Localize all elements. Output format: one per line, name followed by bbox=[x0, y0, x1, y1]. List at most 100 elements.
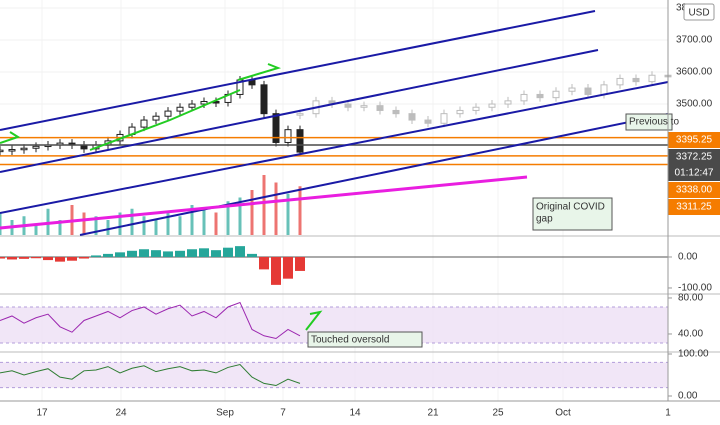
candle bbox=[296, 129, 304, 153]
histogram-bar bbox=[295, 256, 305, 271]
candle bbox=[392, 109, 400, 115]
histogram-bar bbox=[235, 246, 245, 257]
volume-bar bbox=[58, 220, 62, 235]
candle bbox=[344, 103, 352, 108]
y-tick-label: -100.00 bbox=[678, 283, 712, 294]
y-tick-label: 0.00 bbox=[678, 252, 698, 263]
candle bbox=[176, 106, 184, 112]
histogram-bar bbox=[187, 249, 197, 257]
y-tick-label: 0.00 bbox=[678, 391, 698, 402]
candle bbox=[632, 77, 640, 83]
candle bbox=[552, 90, 560, 99]
note: Touched oversold bbox=[311, 335, 389, 346]
candle bbox=[584, 87, 592, 95]
volume-bar bbox=[298, 186, 302, 235]
price-label: 3395.25 bbox=[676, 135, 713, 146]
channel-line bbox=[0, 81, 669, 214]
currency-badge bbox=[683, 3, 715, 21]
histogram-bar bbox=[31, 256, 41, 259]
volume-bar bbox=[238, 197, 242, 235]
price-label: 3338.00 bbox=[676, 185, 713, 196]
histogram-bar bbox=[259, 256, 269, 270]
volume-bar bbox=[226, 201, 230, 235]
candle bbox=[152, 115, 160, 121]
histogram-bar bbox=[211, 250, 221, 257]
volume-bar bbox=[190, 205, 194, 235]
histogram-bar bbox=[199, 248, 209, 257]
annotations: Previous to Original COVID gap Touched o… bbox=[307, 113, 679, 348]
note: Original COVID bbox=[536, 202, 605, 213]
volume-bar bbox=[34, 223, 38, 235]
price-label-box bbox=[668, 199, 720, 215]
price-label-box bbox=[668, 132, 720, 148]
trend-line bbox=[0, 175, 528, 230]
candle bbox=[296, 113, 304, 116]
volume-bar bbox=[106, 220, 110, 235]
histogram-bar bbox=[247, 253, 257, 257]
volume-bar bbox=[82, 212, 86, 235]
volume-bar bbox=[130, 208, 134, 235]
channel-line bbox=[79, 113, 669, 236]
currency: USD bbox=[688, 8, 709, 19]
note-box bbox=[307, 331, 423, 348]
candle bbox=[424, 119, 432, 124]
volume-bar bbox=[274, 182, 278, 235]
price-label: 3311.25 bbox=[676, 202, 712, 213]
drawings bbox=[0, 10, 669, 331]
volume-bar bbox=[214, 212, 218, 235]
x-tick-label: 14 bbox=[349, 408, 361, 419]
histogram-bar bbox=[283, 256, 293, 279]
candle bbox=[456, 109, 464, 115]
candle bbox=[568, 87, 576, 92]
channel-line bbox=[0, 49, 599, 173]
volume-bar bbox=[0, 212, 2, 235]
candle bbox=[200, 100, 208, 105]
volume-bar bbox=[154, 220, 158, 235]
volume-bar bbox=[94, 216, 98, 235]
histogram-bar bbox=[175, 250, 185, 257]
candle bbox=[616, 77, 624, 86]
candle bbox=[360, 105, 368, 108]
histogram-bar bbox=[127, 250, 137, 257]
volume-bar bbox=[250, 190, 254, 235]
volume-bar bbox=[178, 216, 182, 235]
price-label: 3372.25 bbox=[676, 152, 713, 163]
candle bbox=[472, 106, 480, 111]
candle bbox=[504, 100, 512, 105]
arrow bbox=[0, 131, 21, 144]
y-tick-label: 3700.00 bbox=[676, 35, 713, 46]
histogram-bar bbox=[19, 256, 29, 259]
candle bbox=[488, 103, 496, 108]
histogram-bar bbox=[91, 255, 101, 257]
x-tick-label: 24 bbox=[115, 408, 127, 419]
histogram-bar bbox=[103, 253, 113, 257]
candle bbox=[600, 84, 608, 95]
candle bbox=[20, 147, 28, 151]
x-tick-label: Sep bbox=[216, 408, 234, 419]
candle bbox=[0, 149, 4, 153]
candle bbox=[376, 105, 384, 111]
arrow bbox=[305, 310, 323, 331]
volume-bar bbox=[166, 212, 170, 235]
histogram-bar bbox=[139, 249, 149, 257]
volume-bar bbox=[286, 193, 290, 235]
candle bbox=[284, 129, 292, 143]
histogram-bar bbox=[43, 256, 53, 261]
histogram-bar bbox=[223, 247, 233, 257]
price-label-box bbox=[668, 149, 720, 165]
candle bbox=[536, 93, 544, 99]
countdown: 01:12:47 bbox=[675, 168, 714, 179]
candle bbox=[520, 93, 528, 102]
band bbox=[0, 362, 668, 388]
candle bbox=[32, 145, 40, 149]
volume-bar bbox=[262, 175, 266, 235]
channel-line bbox=[0, 10, 596, 131]
candle bbox=[408, 113, 416, 121]
arrow bbox=[89, 89, 241, 151]
arrow bbox=[237, 63, 282, 81]
volume-bar bbox=[118, 212, 122, 235]
y-tick-label: 3500.00 bbox=[676, 99, 713, 110]
candle bbox=[164, 110, 172, 117]
indicator-line bbox=[0, 363, 301, 387]
